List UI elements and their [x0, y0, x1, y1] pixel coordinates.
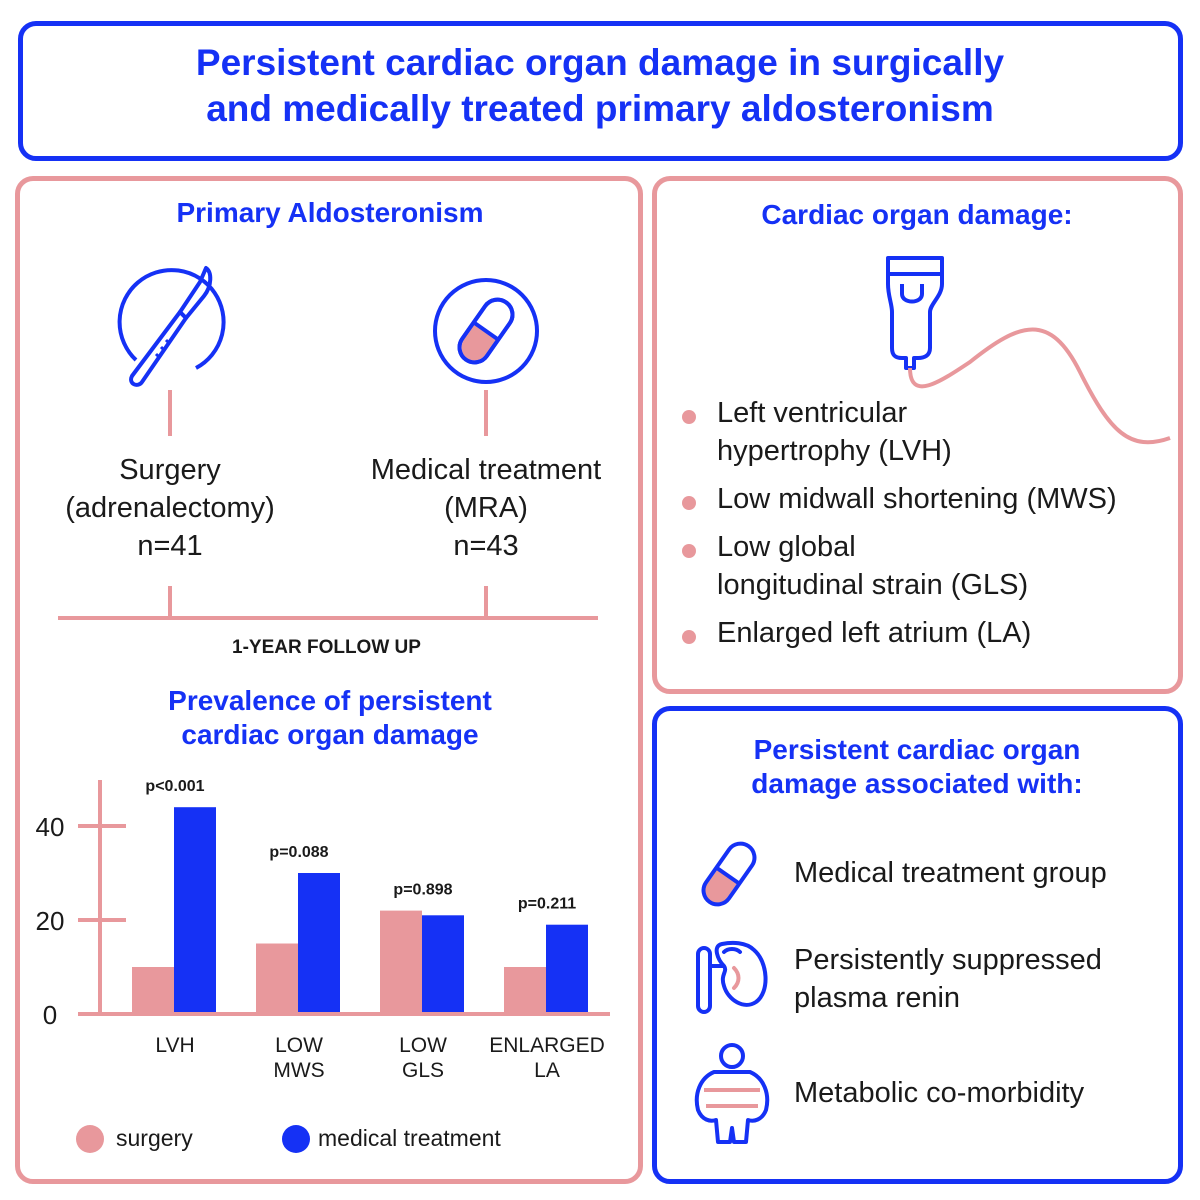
chart-heading: Prevalence of persistent cardiac organ d… — [20, 684, 640, 752]
scalpel-icon — [117, 266, 226, 387]
bar-medical-treatment — [546, 924, 588, 1012]
x-tick-label: LA — [534, 1059, 560, 1082]
associations-heading-line-1: Persistent cardiac organ — [753, 734, 1081, 765]
legend-dot-medical — [282, 1125, 310, 1153]
list-item-line-1: Low midwall shortening (MWS) — [717, 483, 1117, 515]
list-item-text: Low midwall shortening (MWS) — [717, 480, 1117, 518]
list-item-text: Low global longitudinal strain (GLS) — [717, 528, 1028, 604]
x-tick-label: LOW — [275, 1034, 323, 1057]
association-medical-line-1: Medical treatment group — [794, 857, 1107, 889]
bullet-dot — [682, 630, 696, 644]
bar-surgery — [132, 967, 174, 1012]
association-metabolic: Metabolic co-morbidity — [794, 1074, 1084, 1112]
association-renin-line-2: plasma renin — [794, 982, 961, 1014]
x-tick-label: GLS — [402, 1059, 444, 1082]
association-medical: Medical treatment group — [794, 854, 1107, 892]
x-tick-label: MWS — [273, 1059, 324, 1082]
medical-n: n=43 — [453, 530, 519, 562]
list-item-line-1: Enlarged left atrium (LA) — [717, 617, 1032, 649]
bullet-dot — [682, 496, 696, 510]
surgery-label: Surgery (adrenalectomy) n=41 — [40, 451, 300, 565]
x-tick-label: ENLARGED — [489, 1034, 605, 1057]
association-metabolic-line-1: Metabolic co-morbidity — [794, 1077, 1085, 1109]
surgery-line-2: (adrenalectomy) — [65, 492, 275, 524]
title-line-1: Persistent cardiac organ damage in surgi… — [195, 42, 1005, 83]
followup-label: 1-YEAR FOLLOW UP — [232, 637, 421, 658]
y-tick-label: 20 — [36, 906, 65, 936]
x-tick-label: LOW — [399, 1034, 447, 1057]
surgery-line-1: Surgery — [119, 454, 221, 486]
medical-label: Medical treatment (MRA) n=43 — [346, 451, 626, 565]
bar-medical-treatment — [174, 807, 216, 1012]
bullet-dot — [682, 410, 696, 424]
associations-heading-line-2: damage associated with: — [751, 768, 1083, 799]
y-tick-label: 0 — [43, 1000, 57, 1030]
y-tick-label: 40 — [36, 812, 65, 842]
bar-surgery — [256, 943, 298, 1012]
medical-line-2: (MRA) — [444, 492, 528, 524]
pill-circle-icon — [433, 278, 539, 384]
prevalence-bar-chart: 02040p<0.001LVHp=0.088LOWMWSp=0.898LOWGL… — [36, 778, 610, 1082]
list-item-line-2: longitudinal strain (GLS) — [717, 569, 1029, 601]
x-tick-label: LVH — [155, 1034, 194, 1057]
obese-body-icon — [694, 1043, 770, 1144]
p-value-label: p=0.211 — [518, 896, 576, 913]
list-item-line-1: Left ventricular — [717, 397, 908, 429]
association-renin: Persistently suppressed plasma renin — [794, 941, 1102, 1017]
ultrasound-probe-icon — [886, 256, 1171, 445]
list-item-text: Enlarged left atrium (LA) — [717, 614, 1031, 652]
branch-lines — [58, 390, 598, 620]
list-item-line-2: hypertrophy (LVH) — [717, 435, 952, 467]
bar-surgery — [504, 967, 546, 1012]
bar-medical-treatment — [422, 915, 464, 1012]
cardiac-damage-heading: Cardiac organ damage: — [761, 199, 1073, 230]
legend-label-surgery: surgery — [116, 1125, 193, 1151]
kidney-icon — [696, 940, 768, 1014]
medical-line-1: Medical treatment — [370, 454, 602, 486]
title-line-2: and medically treated primary aldosteron… — [206, 88, 994, 129]
p-value-label: p=0.898 — [393, 882, 452, 899]
surgery-n: n=41 — [137, 530, 203, 562]
page-title: Persistent cardiac organ damage in surgi… — [20, 40, 1180, 132]
list-item-text: Left ventricular hypertrophy (LVH) — [717, 394, 952, 470]
chart-heading-line-2: cardiac organ damage — [181, 719, 479, 750]
bullet-dot — [682, 544, 696, 558]
left-panel-heading: Primary Aldosteronism — [176, 197, 484, 228]
p-value-label: p=0.088 — [269, 844, 328, 861]
pill-icon — [701, 841, 757, 907]
bar-medical-treatment — [298, 873, 340, 1012]
p-value-label: p<0.001 — [145, 778, 204, 795]
association-renin-line-1: Persistently suppressed — [794, 944, 1102, 976]
legend-dot-surgery — [76, 1125, 104, 1153]
chart-heading-line-1: Prevalence of persistent — [168, 685, 492, 716]
title-box — [18, 21, 1183, 161]
list-item-line-1: Low global — [717, 531, 856, 563]
bar-surgery — [380, 910, 422, 1012]
legend-label-medical: medical treatment — [318, 1125, 501, 1151]
associations-heading: Persistent cardiac organ damage associat… — [656, 733, 1178, 801]
